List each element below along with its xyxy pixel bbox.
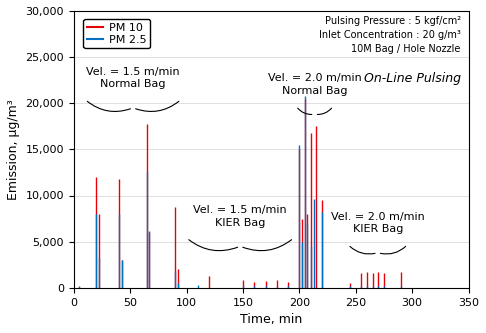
X-axis label: Time, min: Time, min bbox=[240, 313, 302, 326]
Text: Vel. = 1.5 m/min
KIER Bag: Vel. = 1.5 m/min KIER Bag bbox=[193, 205, 287, 228]
Text: Vel. = 1.5 m/min
Normal Bag: Vel. = 1.5 m/min Normal Bag bbox=[86, 67, 180, 89]
Text: Vel. = 2.0 m/min
KIER Bag: Vel. = 2.0 m/min KIER Bag bbox=[331, 212, 425, 234]
Text: Vel. = 2.0 m/min
Normal Bag: Vel. = 2.0 m/min Normal Bag bbox=[268, 74, 362, 96]
Text: Pulsing Pressure : 5 kgf/cm²
Inlet Concentration : 20 g/m³
10M Bag / Hole Nozzle: Pulsing Pressure : 5 kgf/cm² Inlet Conce… bbox=[319, 16, 461, 55]
Y-axis label: Emission, μg/m³: Emission, μg/m³ bbox=[7, 99, 20, 200]
Text: On-Line Pulsing: On-Line Pulsing bbox=[364, 72, 461, 85]
Legend: PM 10, PM 2.5: PM 10, PM 2.5 bbox=[84, 19, 150, 48]
